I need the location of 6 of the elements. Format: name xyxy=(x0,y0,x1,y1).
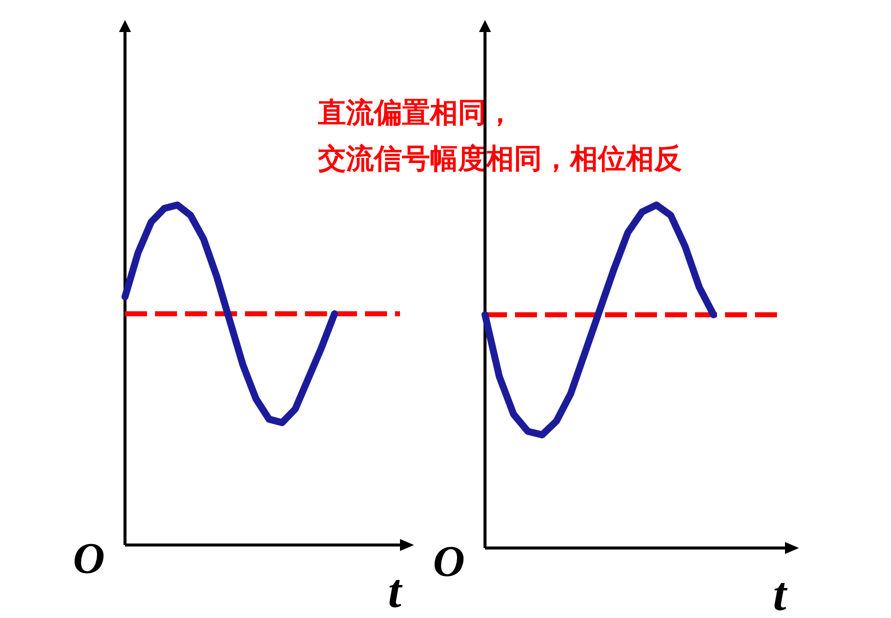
text: O xyxy=(73,534,105,583)
text: 交流信号幅度相同，相位相反 xyxy=(317,143,682,174)
text: O xyxy=(433,537,465,586)
x-axis-title: t xyxy=(388,565,403,618)
x-axis-title: t xyxy=(773,568,788,618)
text: 直流偏置相同， xyxy=(317,97,514,128)
